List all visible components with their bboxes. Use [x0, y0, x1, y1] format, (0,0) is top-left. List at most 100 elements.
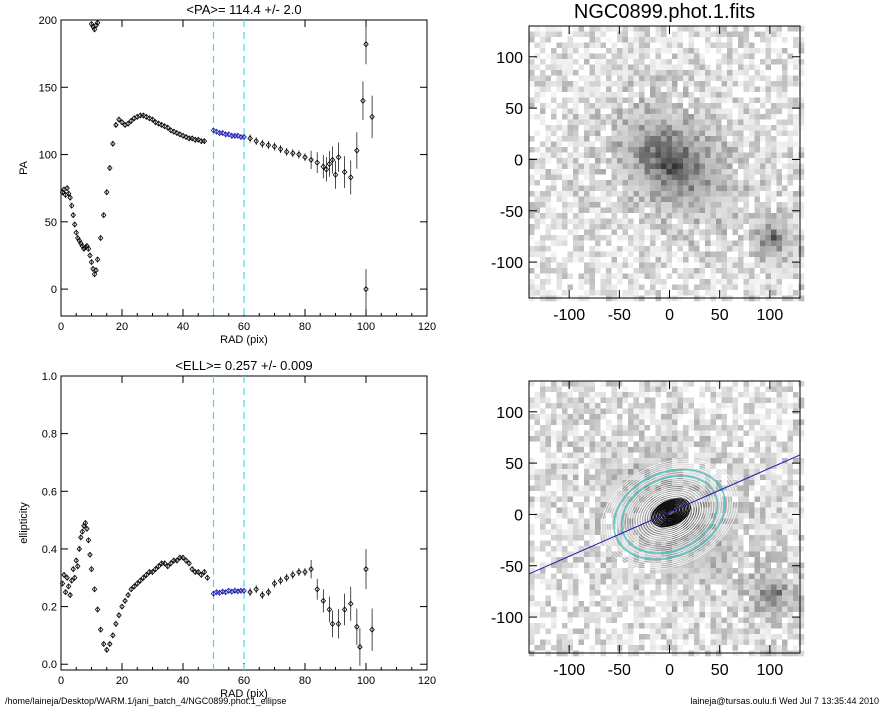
pixel — [573, 403, 579, 409]
pixel — [782, 273, 788, 280]
pixel — [688, 425, 695, 431]
pixel — [534, 273, 541, 280]
pixel — [710, 573, 717, 580]
pixel — [727, 414, 733, 420]
pixel — [617, 218, 623, 225]
pixel — [606, 81, 612, 87]
pixel — [540, 568, 546, 574]
data-point — [67, 591, 73, 599]
data-point — [59, 580, 66, 587]
pixel — [776, 136, 783, 142]
pixel — [540, 524, 546, 530]
pixel — [617, 568, 623, 574]
pixel — [721, 524, 728, 530]
pixel — [694, 403, 700, 409]
pixel — [705, 645, 711, 651]
pixel — [622, 474, 629, 481]
pixel — [683, 246, 689, 252]
pixel — [556, 474, 563, 481]
pixel — [699, 70, 706, 76]
pixel — [622, 485, 629, 492]
pixel — [688, 403, 695, 409]
pixel — [534, 235, 541, 241]
pixel — [595, 207, 601, 214]
pixel — [540, 546, 546, 552]
pixel — [556, 540, 563, 547]
pixel — [727, 441, 733, 448]
pixel — [710, 469, 717, 475]
pixel — [578, 229, 585, 236]
pixel — [606, 268, 612, 274]
pixel — [655, 601, 662, 607]
pixel — [639, 612, 645, 618]
pixel — [595, 37, 601, 43]
pixel — [672, 268, 678, 274]
pixel — [606, 174, 612, 181]
pixel — [738, 213, 744, 219]
pixel — [655, 262, 662, 269]
pixel — [529, 136, 535, 142]
pixel — [545, 474, 552, 481]
pixel — [699, 246, 706, 252]
pixel — [705, 590, 711, 596]
pixel — [534, 507, 541, 514]
pixel — [545, 125, 552, 131]
pixel — [639, 568, 645, 574]
data-point — [64, 574, 70, 581]
pixel — [683, 496, 689, 503]
pixel-image — [529, 26, 805, 302]
pixel — [595, 53, 601, 60]
pixel — [655, 463, 662, 470]
pixel — [628, 229, 634, 236]
pixel — [545, 601, 552, 607]
pixel — [776, 26, 783, 32]
pixel — [721, 562, 728, 569]
pixel — [534, 645, 541, 651]
pixel — [633, 623, 640, 629]
pixel — [589, 284, 596, 291]
pixel — [782, 257, 788, 263]
pixel — [606, 53, 612, 60]
pixel — [650, 441, 656, 448]
pixel — [666, 97, 673, 104]
pixel — [699, 628, 706, 635]
pixel — [655, 130, 662, 137]
pixel — [754, 180, 761, 186]
pixel — [556, 491, 563, 497]
pixel — [710, 70, 717, 76]
pixel — [694, 158, 700, 164]
pixel — [573, 546, 579, 552]
pixel — [710, 207, 717, 214]
pixel — [600, 141, 607, 148]
pixel — [683, 529, 689, 536]
pixel — [738, 452, 744, 459]
pixel — [727, 103, 733, 109]
pixel — [749, 119, 755, 126]
pixel — [732, 557, 739, 563]
pixel — [672, 196, 678, 203]
pixel — [600, 645, 607, 651]
pixel — [771, 235, 777, 241]
pixel — [600, 463, 607, 470]
pixel — [749, 103, 755, 109]
pixel — [644, 403, 651, 409]
pixel — [589, 218, 596, 225]
pixel — [573, 59, 579, 65]
pixel — [540, 496, 546, 503]
pixel — [644, 163, 651, 170]
pixel — [644, 229, 651, 236]
pixel — [573, 408, 579, 415]
pixel — [617, 130, 623, 137]
pixel — [738, 474, 744, 481]
pixel — [765, 235, 772, 241]
pixel — [765, 108, 772, 115]
pixel — [677, 158, 684, 164]
pixel — [688, 180, 695, 186]
pixel — [551, 601, 557, 607]
pixel — [529, 152, 535, 159]
pixel — [666, 584, 673, 591]
pixel — [628, 196, 634, 203]
pixel — [655, 103, 662, 109]
pixel — [595, 617, 601, 624]
pixel — [699, 130, 706, 137]
